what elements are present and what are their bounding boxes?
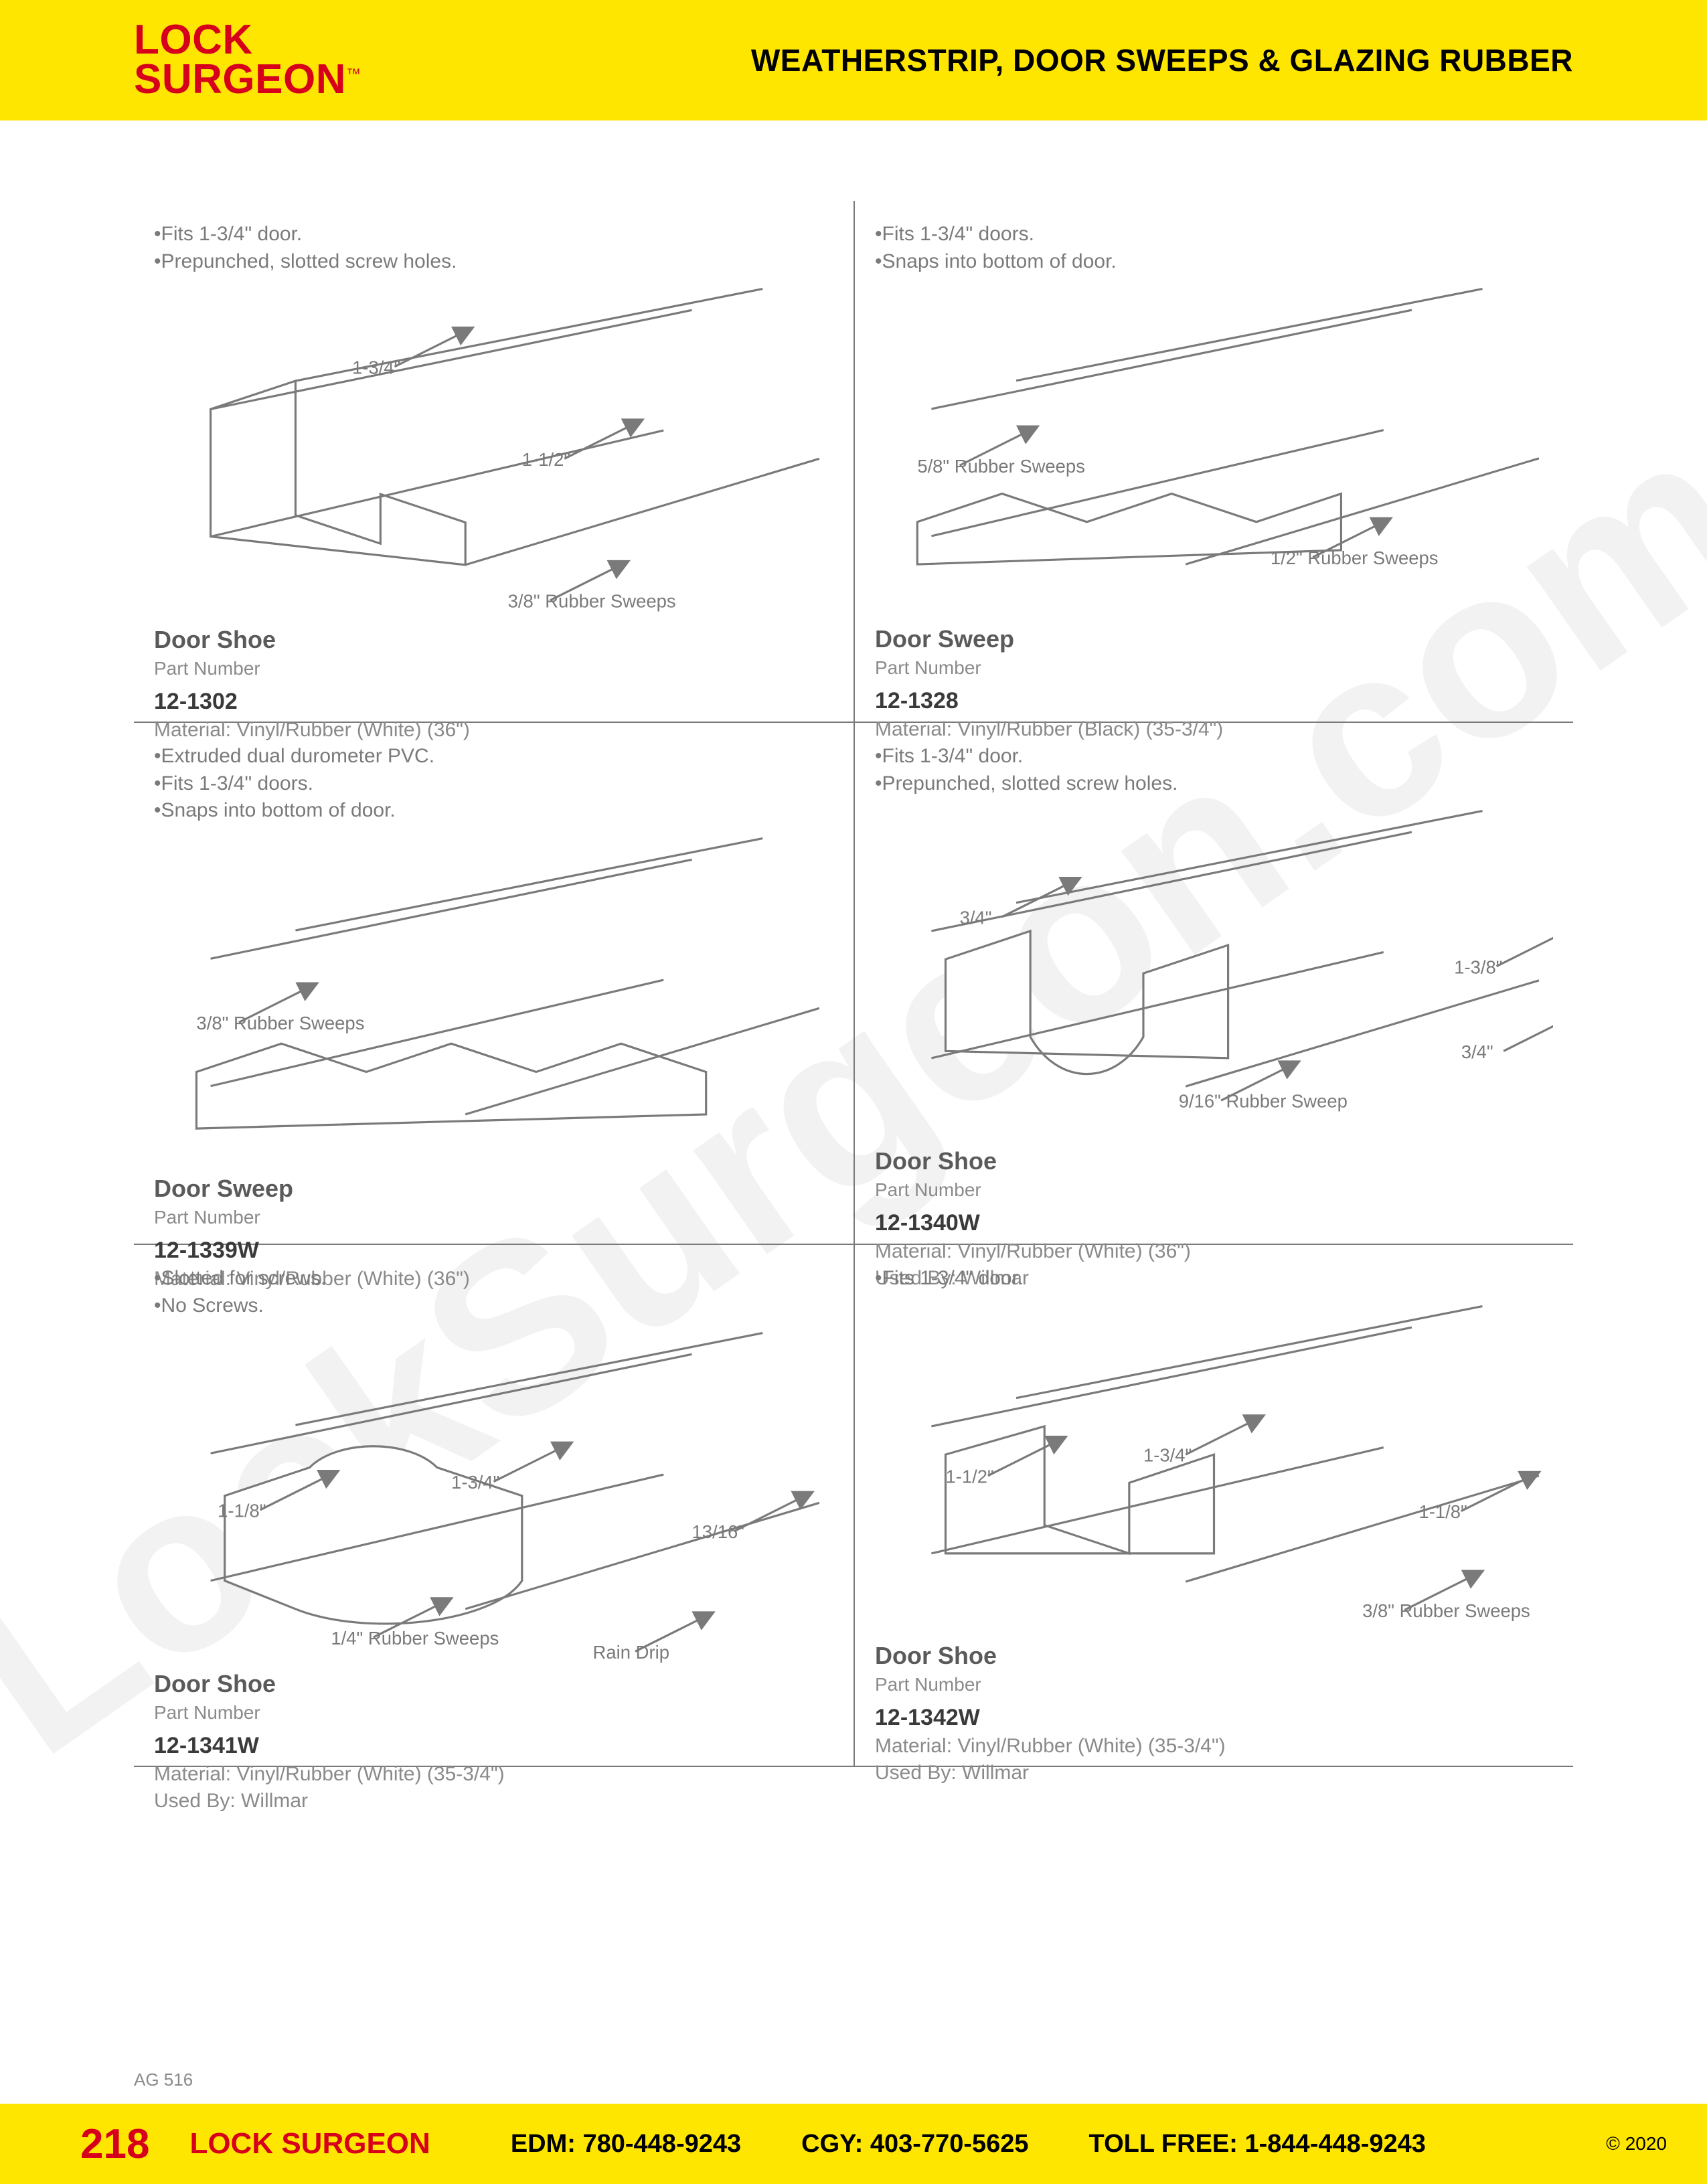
material-line-4: Material: Vinyl/Rubber (White) (35-3/4") (154, 1763, 833, 1786)
callout-4-2: 13/16" (692, 1521, 745, 1542)
cgy-number: 403-770-5625 (870, 2130, 1029, 2158)
product-illustration-5: 1-1/2" 1-3/4" 1-1/8" 3/8" Rubber Sweeps (875, 1299, 1553, 1639)
cgy-label: CGY: (801, 2130, 863, 2158)
material-line-5: Material: Vinyl/Rubber (White) (35-3/4") (875, 1735, 1553, 1758)
partnum-5: 12-1342W (875, 1705, 1553, 1731)
product-cell-3: •Fits 1-3/4" door.•Prepunched, slotted s… (854, 723, 1573, 1245)
product-title-4: Door Shoe (154, 1670, 833, 1698)
product-bullets-2: •Extruded dual durometer PVC.•Fits 1-3/4… (154, 743, 833, 825)
illus-wrap-3: 3/4" 1-3/8" 3/4" 9/16" Rubber Sweep (875, 804, 1553, 1143)
illus-wrap-1: 5/8" Rubber Sweeps 1/2" Rubber Sweeps (875, 282, 1553, 621)
callout-3-0: 3/4" (960, 907, 992, 928)
logo-line2: SURGEON (134, 56, 346, 102)
ag-code: AG 516 (134, 2070, 193, 2090)
callout-4-3: 1/4" Rubber Sweeps (331, 1628, 499, 1649)
product-illustration-4: 1-1/8" 1-3/4" 13/16" 1/4" Rubber Sweeps Rain… (154, 1326, 833, 1666)
bullet-3-0: •Fits 1-3/4" door. (875, 743, 1553, 770)
callout-4-0: 1-1/8" (218, 1500, 266, 1521)
callout-5-3: 3/8" Rubber Sweeps (1362, 1600, 1530, 1620)
product-grid: •Fits 1-3/4" door.•Prepunched, slotted s… (134, 201, 1573, 1767)
callout-3-3: 9/16" Rubber Sweep (1179, 1091, 1348, 1112)
callout-5-2: 1-1/8" (1419, 1501, 1467, 1522)
illus-wrap-4: 1-1/8" 1-3/4" 13/16" 1/4" Rubber Sweeps Rain… (154, 1326, 833, 1666)
logo-tm: ™ (346, 65, 361, 82)
bullet-1-0: •Fits 1-3/4" doors. (875, 221, 1553, 248)
product-title-1: Door Sweep (875, 625, 1553, 653)
callout-0-2: 3/8" Rubber Sweeps (508, 590, 676, 611)
footer-bar: 218 LOCK SURGEON EDM: 780-448-9243 CGY: … (0, 2104, 1707, 2184)
partnum-label-1: Part Number (875, 657, 1553, 679)
illus-wrap-2: 3/8" Rubber Sweeps (154, 831, 833, 1171)
product-title-2: Door Sweep (154, 1175, 833, 1203)
bullet-5-0: •Fits 1-3/4" door. (875, 1265, 1553, 1292)
tollfree-label: TOLL FREE: (1089, 2130, 1238, 2158)
contact-cgy: CGY: 403-770-5625 (801, 2130, 1028, 2159)
page-title: WEATHERSTRIP, DOOR SWEEPS & GLAZING RUBB… (751, 42, 1573, 78)
callout-4-4: Rain Drip (593, 1642, 670, 1663)
product-cell-5: •Fits 1-3/4" door. 1-1/2" 1-3/4" 1-1/8" 3/8"… (854, 1245, 1573, 1767)
product-cell-2: •Extruded dual durometer PVC.•Fits 1-3/4… (134, 723, 854, 1245)
product-bullets-3: •Fits 1-3/4" door.•Prepunched, slotted s… (875, 743, 1553, 797)
product-cell-4: •Slotted for screws.•No Screws. 1-1/8" 1-3… (134, 1245, 854, 1767)
bullet-0-1: •Prepunched, slotted screw holes. (154, 248, 833, 276)
partnum-3: 12-1340W (875, 1210, 1553, 1236)
bullet-0-0: •Fits 1-3/4" door. (154, 221, 833, 248)
bullet-2-0: •Extruded dual durometer PVC. (154, 743, 833, 770)
logo: LOCK SURGEON™ (134, 21, 361, 100)
bullet-4-0: •Slotted for screws. (154, 1265, 833, 1292)
partnum-label-4: Part Number (154, 1702, 833, 1724)
callout-0-1: 1-1/2" (522, 449, 570, 470)
product-title-0: Door Shoe (154, 626, 833, 654)
callout-4-1: 1-3/4" (451, 1472, 499, 1493)
partnum-0: 12-1302 (154, 689, 833, 715)
product-bullets-5: •Fits 1-3/4" door. (875, 1265, 1553, 1292)
bullet-2-2: •Snaps into bottom of door. (154, 797, 833, 825)
footer-brand: LOCK SURGEON (189, 2127, 430, 2161)
product-illustration-0: 1-3/4" 1-1/2" 3/8" Rubber Sweeps (154, 282, 833, 622)
illus-wrap-5: 1-1/2" 1-3/4" 1-1/8" 3/8" Rubber Sweeps (875, 1299, 1553, 1639)
bullet-1-1: •Snaps into bottom of door. (875, 248, 1553, 276)
callout-3-2: 3/4" (1461, 1041, 1493, 1062)
product-title-5: Door Shoe (875, 1642, 1553, 1670)
partnum-4: 12-1341W (154, 1733, 833, 1759)
edm-number: 780-448-9243 (582, 2130, 741, 2158)
product-bullets-0: •Fits 1-3/4" door.•Prepunched, slotted s… (154, 221, 833, 275)
product-title-3: Door Shoe (875, 1147, 1553, 1175)
callout-5-1: 1-3/4" (1143, 1444, 1192, 1465)
partnum-1: 12-1328 (875, 688, 1553, 714)
callout-3-1: 1-3/8" (1454, 956, 1502, 977)
bullet-3-1: •Prepunched, slotted screw holes. (875, 770, 1553, 798)
callout-5-0: 1-1/2" (946, 1466, 994, 1487)
copyright: © 2020 (1606, 2133, 1667, 2155)
bullet-2-1: •Fits 1-3/4" doors. (154, 770, 833, 798)
header-bar: LOCK SURGEON™ WEATHERSTRIP, DOOR SWEEPS … (0, 0, 1707, 120)
callout-1-1: 1/2" Rubber Sweeps (1271, 548, 1439, 568)
callout-1-0: 5/8" Rubber Sweeps (917, 456, 1085, 477)
contact-edm: EDM: 780-448-9243 (511, 2130, 741, 2159)
product-cell-1: •Fits 1-3/4" doors.•Snaps into bottom of… (854, 201, 1573, 723)
partnum-label-0: Part Number (154, 658, 833, 679)
product-bullets-1: •Fits 1-3/4" doors.•Snaps into bottom of… (875, 221, 1553, 275)
logo-line1: LOCK (134, 21, 361, 60)
usedby-line-4: Used By: Willmar (154, 1790, 833, 1813)
callout-0-0: 1-3/4" (352, 357, 400, 377)
page-number: 218 (80, 2120, 149, 2168)
product-illustration-3: 3/4" 1-3/8" 3/4" 9/16" Rubber Sweep (875, 804, 1553, 1143)
partnum-label-5: Part Number (875, 1674, 1553, 1695)
content-area: •Fits 1-3/4" door.•Prepunched, slotted s… (0, 120, 1707, 1794)
logo-line2-wrap: SURGEON™ (134, 60, 361, 100)
partnum-label-3: Part Number (875, 1179, 1553, 1201)
product-bullets-4: •Slotted for screws.•No Screws. (154, 1265, 833, 1319)
tollfree-number: 1-844-448-9243 (1245, 2130, 1426, 2158)
product-illustration-2: 3/8" Rubber Sweeps (154, 831, 833, 1171)
callout-2-0: 3/8" Rubber Sweeps (196, 1013, 364, 1033)
partnum-label-2: Part Number (154, 1207, 833, 1228)
contact-tollfree: TOLL FREE: 1-844-448-9243 (1089, 2130, 1426, 2159)
usedby-line-5: Used By: Willmar (875, 1762, 1553, 1784)
edm-label: EDM: (511, 2130, 576, 2158)
product-illustration-1: 5/8" Rubber Sweeps 1/2" Rubber Sweeps (875, 282, 1553, 621)
bullet-4-1: •No Screws. (154, 1292, 833, 1320)
illus-wrap-0: 1-3/4" 1-1/2" 3/8" Rubber Sweeps (154, 282, 833, 622)
product-cell-0: •Fits 1-3/4" door.•Prepunched, slotted s… (134, 201, 854, 723)
